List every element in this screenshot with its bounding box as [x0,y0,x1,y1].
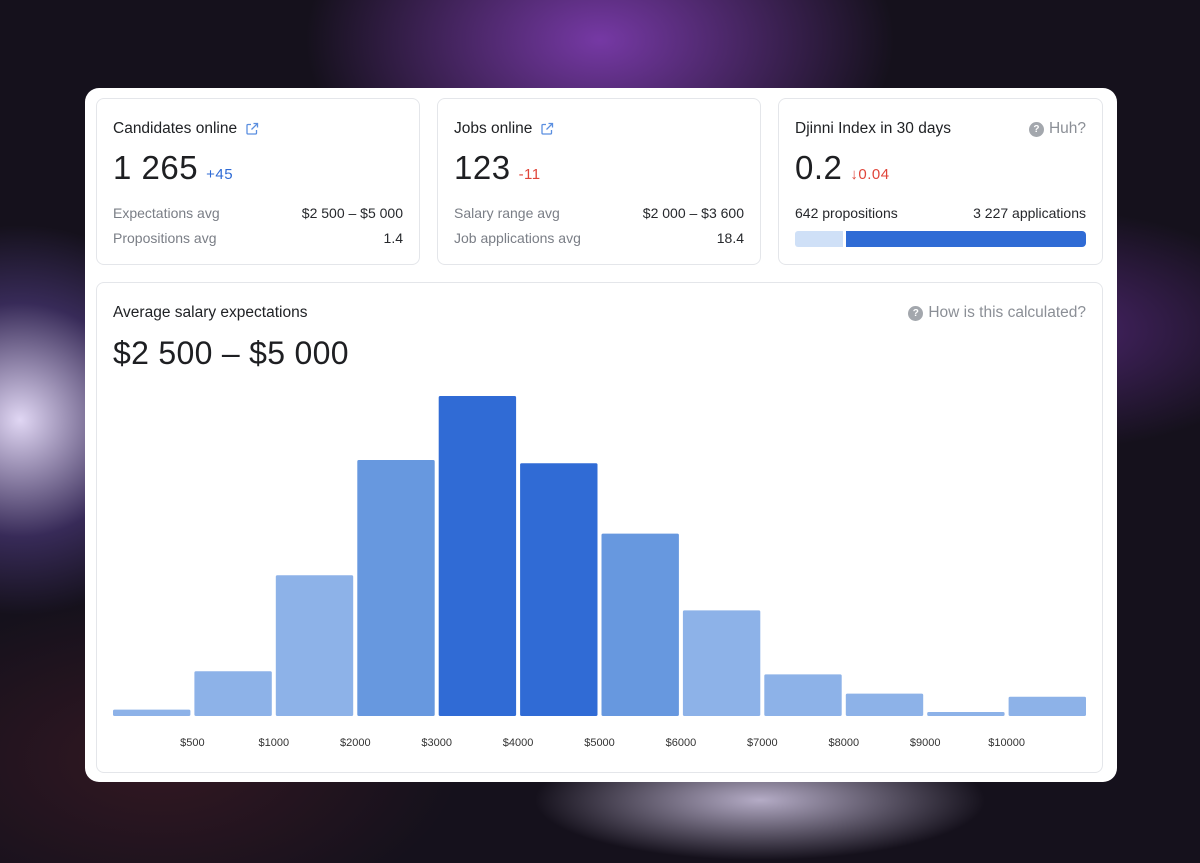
candidates-online-title[interactable]: Candidates online [113,120,238,137]
histogram-bar[interactable] [113,709,191,716]
histogram-bar[interactable] [601,533,679,716]
candidates-online-title-row[interactable]: Candidates online [113,120,259,138]
propositions-avg-value: 1.4 [383,230,403,246]
histogram-bar[interactable] [845,693,924,716]
salary-range-avg-value: $2 000 – $3 600 [642,205,744,221]
salary-expectations-card: Average salary expectations $2 500 – $5 … [96,282,1103,773]
djinni-index-help[interactable]: ? Huh? [1028,120,1086,138]
histogram-bar[interactable] [194,671,272,716]
stats-panel: Candidates online 1 265 +45 Expectations… [85,88,1117,782]
histogram-bar[interactable] [1008,696,1086,716]
expectations-avg-row: Expectations avg $2 500 – $5 000 [113,205,403,221]
salary-range-value: $2 500 – $5 000 [113,335,349,371]
jobs-online-title[interactable]: Jobs online [454,120,533,137]
x-tick-label: $500 [180,737,204,749]
histogram-bar[interactable] [438,396,517,716]
x-tick-label: $5000 [584,737,615,749]
propositions-applications-bar [795,231,1086,247]
propositions-bar-segment [795,231,844,247]
djinni-index-help-label[interactable]: Huh? [1048,120,1086,137]
x-tick-label: $2000 [340,737,371,749]
job-applications-avg-value: 18.4 [716,230,744,246]
jobs-online-title-row[interactable]: Jobs online [454,120,554,138]
propositions-avg-row: Propositions avg 1.4 [113,230,403,246]
x-tick-label: $9000 [910,737,941,749]
x-tick-label: $4000 [503,737,534,749]
salary-range-avg-row: Salary range avg $2 000 – $3 600 [454,205,744,221]
jobs-online-card: Jobs online 123 -11 Salary range avg $2 … [437,98,761,265]
salary-range-avg-label: Salary range avg [454,205,560,221]
question-icon[interactable]: ? [908,305,924,321]
x-tick-label: $10000 [988,737,1025,749]
applications-count: 3 227 applications [973,205,1086,221]
x-tick-label: $6000 [666,737,697,749]
djinni-index-title: Djinni Index in 30 days [795,120,951,137]
djinni-index-card: Djinni Index in 30 days ? Huh? 0.2 ↓0.04… [778,98,1103,265]
question-icon[interactable]: ? [1028,121,1044,137]
djinni-index-delta: ↓0.04 [850,166,890,183]
external-link-icon[interactable] [245,122,259,136]
propositions-count: 642 propositions [795,205,898,221]
applications-bar-segment [846,231,1086,247]
candidates-online-delta: +45 [206,166,234,183]
x-tick-label: $1000 [259,737,290,749]
how-calculated-help[interactable]: ? How is this calculated? [908,304,1086,322]
histogram-bar[interactable] [764,674,842,716]
jobs-online-delta: -11 [518,166,541,183]
candidates-online-count: 1 265 [113,149,199,186]
histogram-bar[interactable] [927,712,1005,716]
djinni-index-value: 0.2 [795,149,843,186]
histogram-bar[interactable] [275,575,354,716]
djinni-index-labels: 642 propositions 3 227 applications [795,205,1086,221]
x-tick-label: $3000 [421,737,452,749]
expectations-avg-label: Expectations avg [113,205,220,221]
candidates-online-card: Candidates online 1 265 +45 Expectations… [96,98,420,265]
histogram-bar[interactable] [520,463,598,716]
salary-histogram: $500 $1000 $2000 $3000 $4000 $5000 $6000 $7000 $… [113,396,1086,749]
expectations-avg-value: $2 500 – $5 000 [301,205,403,221]
x-tick-label: $7000 [747,737,778,749]
jobs-online-count: 123 [454,149,511,186]
propositions-avg-label: Propositions avg [113,230,217,246]
histogram-bar[interactable] [357,460,435,716]
job-applications-avg-row: Job applications avg 18.4 [454,230,744,246]
how-calculated-label[interactable]: How is this calculated? [928,304,1086,321]
x-tick-label: $8000 [829,737,860,749]
chart-title: Average salary expectations [113,304,308,321]
external-link-icon[interactable] [540,122,554,136]
job-applications-avg-label: Job applications avg [454,230,581,246]
histogram-bar[interactable] [682,610,761,716]
